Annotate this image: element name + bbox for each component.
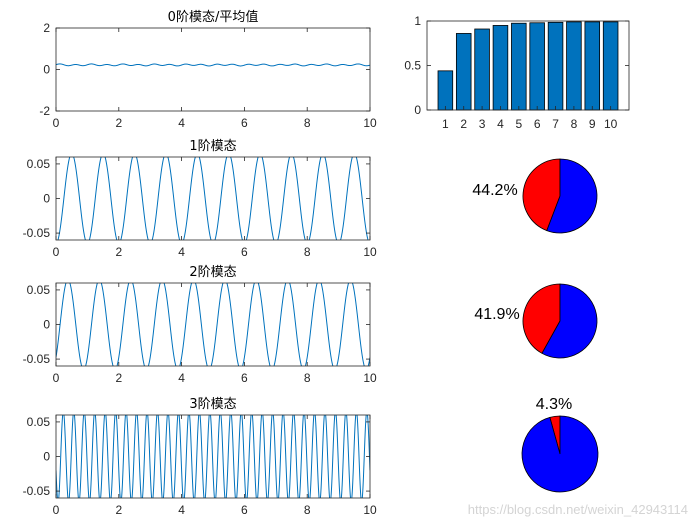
mode-3-ytick-label: 0 (43, 450, 50, 464)
bar-xtick-label: 5 (515, 117, 522, 131)
bar-xtick-label: 8 (571, 117, 578, 131)
mode-3-plot: 3阶模态 0 2 4 6 8 100.050-0.05 (23, 397, 377, 517)
bar-xtick-label: 2 (460, 117, 467, 131)
bar-10 (602, 21, 619, 111)
mode-3-pie-blue-slice (521, 415, 599, 493)
mode-3-xtick-label: 4 (178, 503, 185, 517)
bar-2 (455, 33, 472, 111)
mode-2-pie-red-slice (522, 283, 561, 354)
mode-1-xtick-label: 10 (363, 245, 377, 259)
mode-0-mean-plot: 0阶模态/平均值 0 2 4 6 8 10-202 (39, 9, 377, 130)
bar-1 (437, 70, 454, 111)
bar-5 (511, 22, 527, 111)
mode-0-xtick-label: 4 (178, 116, 185, 130)
mode-2-ytick-label: 0.05 (27, 283, 51, 297)
mode-1-pie-label: 44.2% (472, 182, 517, 199)
mode-3-axes-background (56, 415, 370, 498)
bar-ytick-label: 1 (414, 14, 421, 28)
mode-1-xtick-label: 6 (241, 245, 248, 259)
mode-0-xtick-label: 6 (241, 116, 248, 130)
bar-xtick-label: 4 (497, 117, 504, 131)
bar-6 (529, 22, 545, 111)
mode-1-xtick-label: 0 (53, 245, 60, 259)
mode-2-pie-label: 41.9% (474, 306, 519, 323)
mode-1-xtick-label: 8 (304, 245, 311, 259)
mode-1-xtick-label: 2 (115, 245, 122, 259)
mode-1-xtick-label: 4 (178, 245, 185, 259)
mode-2-title: 2阶模态 (189, 265, 236, 280)
bar-4 (492, 25, 509, 111)
mode-0-title: 0阶模态/平均值 (168, 9, 259, 25)
mode-2-ytick-label: -0.05 (23, 352, 51, 366)
mode-1-title: 1阶模态 (189, 139, 236, 154)
bar-3 (474, 28, 490, 111)
mode-3-xtick-label: 2 (115, 503, 122, 517)
mode-0-xtick-label: 2 (115, 116, 122, 130)
mode-2-axes-background (56, 283, 370, 366)
mode-2-xtick-label: 0 (53, 371, 60, 385)
mode-0-ytick-label: 2 (43, 21, 50, 35)
mode-2-pie-blue-slice (541, 283, 598, 359)
mode-3-pie: 4.3% (521, 396, 599, 493)
mode-2-ytick-label: 0 (43, 318, 50, 332)
mode-3-xtick-label: 6 (241, 503, 248, 517)
bar-ytick-label: 0.5 (404, 59, 421, 73)
mode-1-ytick-label: 0.05 (27, 157, 51, 171)
mode-1-pie: 44.2% (472, 158, 598, 234)
mode-2-plot: 2阶模态 0 2 4 6 8 100.050-0.05 (23, 265, 377, 385)
mode-1-pie-red-slice (522, 158, 561, 232)
bar-xtick-label: 6 (534, 117, 541, 131)
mode-0-xtick-label: 10 (363, 116, 377, 130)
mode-2-xtick-label: 10 (363, 371, 377, 385)
mode-3-pie-label: 4.3% (536, 396, 572, 413)
mode-2-series-line (56, 283, 370, 366)
mode-3-xtick-label: 10 (363, 503, 377, 517)
mode-0-ytick-label: 0 (43, 63, 50, 77)
mode-3-xtick-label: 8 (304, 503, 311, 517)
bar-7 (547, 21, 564, 111)
mode-1-ytick-label: 0 (43, 192, 50, 206)
bar-xtick-label: 7 (552, 117, 559, 131)
bar-xtick-label: 3 (479, 117, 486, 131)
watermark-text: https://blog.csdn.net/weixin_42943114 (468, 502, 688, 517)
bar-8 (566, 21, 582, 111)
mode-1-plot: 1阶模态 0 2 4 6 8 100.050-0.05 (23, 139, 377, 259)
bar-ytick-label: 0 (414, 103, 421, 117)
mode-2-xtick-label: 4 (178, 371, 185, 385)
mode-2-xtick-label: 2 (115, 371, 122, 385)
mode-3-series-line (56, 415, 370, 498)
mode-0-xtick-label: 8 (304, 116, 311, 130)
mode-3-ytick-label: 0.05 (27, 415, 51, 429)
mode-0-axes-background (56, 28, 370, 111)
mode-0-ytick-label: -2 (39, 104, 50, 118)
mode-2-xtick-label: 8 (304, 371, 311, 385)
mode-1-axes-background (56, 157, 370, 240)
bar-xtick-label: 9 (589, 117, 596, 131)
mode-0-xtick-label: 0 (53, 116, 60, 130)
mode-1-pie-blue-slice (546, 158, 598, 234)
mode-3-ytick-label: -0.05 (23, 484, 51, 498)
mode-1-ytick-label: -0.05 (23, 226, 51, 240)
mode-3-title: 3阶模态 (189, 397, 236, 412)
mode-1-series-line (57, 157, 369, 240)
bar-9 (584, 21, 601, 111)
bar-xtick-label: 10 (604, 117, 618, 131)
mode-2-xtick-label: 6 (241, 371, 248, 385)
mode-0-series-line (56, 63, 370, 67)
mode-3-xtick-label: 0 (53, 503, 60, 517)
bar-xtick-label: 1 (442, 117, 449, 131)
mode-2-pie: 41.9% (474, 283, 598, 359)
